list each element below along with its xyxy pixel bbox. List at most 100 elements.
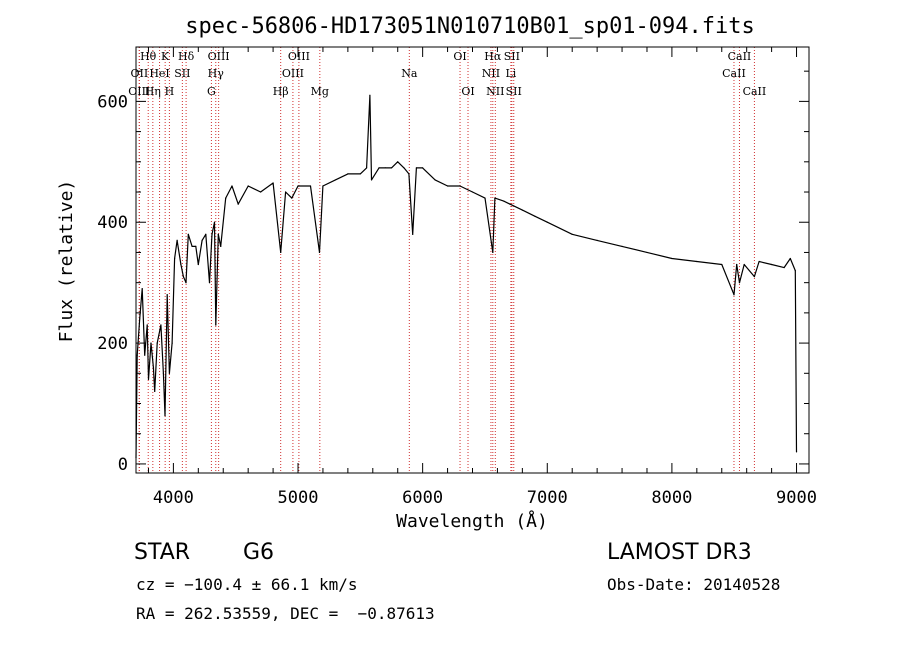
spectrum-point — [434, 179, 436, 181]
spectrum-point — [152, 366, 155, 368]
spectrum-point — [415, 167, 418, 169]
spectrum-point — [596, 239, 598, 241]
x-tick-label: 4000 — [153, 488, 194, 508]
y-tick-label: 400 — [97, 213, 128, 233]
spectrum-point — [176, 239, 178, 241]
line-label: Hδ — [178, 50, 195, 63]
spectrum-point — [260, 191, 262, 193]
spectrum-point — [446, 185, 449, 187]
line-label: SII — [504, 50, 520, 63]
x-tick-label: 7000 — [527, 488, 568, 508]
spectrum-point — [164, 414, 166, 417]
spectrum-point — [213, 221, 216, 223]
spectrum-layer — [135, 94, 798, 459]
line-label: CaII — [722, 67, 746, 80]
line-label: OIII — [128, 85, 150, 98]
object-subclass: G6 — [243, 540, 275, 565]
spectrum-point — [403, 167, 405, 169]
spectrum-point — [412, 233, 414, 235]
line-label: NII — [482, 67, 500, 80]
spectrum-point — [571, 233, 573, 235]
spectrum-point — [182, 276, 184, 278]
x-tick-label: 5000 — [278, 488, 319, 508]
line-label: OIII — [208, 50, 230, 63]
line-label: Hβ — [273, 85, 289, 98]
y-axis-label: Flux (relative) — [56, 180, 77, 343]
spectrum-point — [141, 288, 143, 290]
spectrum-point — [484, 197, 486, 199]
spectrum-point — [225, 197, 227, 199]
spectrum-point — [621, 245, 623, 248]
spectrum-point — [309, 185, 312, 187]
spectrum-point — [191, 245, 193, 248]
spectrum-point — [369, 94, 371, 96]
survey-name: LAMOST DR3 — [607, 540, 752, 565]
line-label: SII — [174, 67, 190, 80]
spectrum-point — [180, 263, 182, 266]
spectrum-point — [168, 372, 171, 374]
spectrum-point — [318, 251, 321, 254]
y-axis-ticks: 0 200 400 600 — [97, 70, 809, 475]
spectrum-point — [171, 342, 173, 344]
x-tick-label: 8000 — [651, 488, 692, 508]
spectrum-point — [390, 167, 393, 169]
spectrum-point — [247, 185, 249, 187]
spectrum-point — [205, 233, 207, 235]
spectrum-point — [738, 282, 741, 284]
spectrum-point — [144, 354, 146, 356]
spectrum-point — [696, 260, 698, 263]
spectrum-point — [794, 269, 796, 272]
line-label: G — [207, 85, 216, 98]
spectrum-point — [146, 324, 148, 326]
line-label: Li — [505, 67, 516, 80]
line-label: CaII — [743, 85, 767, 98]
spectrum-point — [160, 324, 162, 326]
spectrum-point — [215, 324, 217, 326]
x-tick-label: 9000 — [776, 488, 817, 508]
spectrum-point — [154, 390, 156, 393]
line-label: K — [161, 50, 170, 63]
spectrum-point — [217, 233, 219, 235]
spectrum-point — [459, 185, 461, 187]
observation-date: Obs-Date: 20140528 — [607, 575, 781, 594]
spectrum-point — [733, 294, 735, 296]
spectrum-point — [384, 167, 386, 169]
line-label: Hγ — [208, 67, 225, 80]
line-label: OIII — [288, 50, 310, 63]
line-label: OII — [131, 67, 149, 80]
spectrum-point — [237, 203, 239, 205]
spectrum-point — [646, 251, 648, 254]
plot-frame — [135, 46, 810, 474]
y-tick-label: 200 — [97, 334, 128, 354]
spectrum-point — [534, 215, 536, 217]
spectrum-point — [291, 197, 293, 199]
spectrum-point — [297, 185, 299, 187]
line-label: Na — [401, 67, 418, 80]
spectrum-point — [546, 221, 548, 223]
line-label: H — [165, 85, 175, 98]
spectrum-point — [139, 318, 141, 320]
spectrum-point — [397, 161, 399, 163]
spectrum-point — [280, 251, 282, 254]
spectrum-point — [743, 263, 745, 266]
spectrum-point — [166, 294, 168, 296]
spectrum-point — [795, 451, 798, 453]
spectrum-point — [185, 282, 187, 284]
spectrum-point — [736, 263, 738, 266]
spectrum-point — [136, 354, 138, 356]
spectrum-point — [231, 185, 233, 187]
spectrum-point — [365, 167, 368, 169]
spectrum-line — [135, 94, 798, 458]
x-axis-ticks: 4000 5000 6000 7000 8000 9000 — [147, 47, 817, 508]
spectrum-point — [758, 260, 760, 263]
spectrum-point — [378, 167, 380, 169]
spectrum-point — [195, 245, 197, 248]
spectrum-point — [220, 245, 222, 248]
line-label: Hη — [145, 85, 161, 98]
line-label: OIII — [282, 67, 304, 80]
spectrum-point — [201, 239, 203, 241]
spectrum-point — [492, 251, 494, 254]
spectrum-point — [370, 179, 373, 181]
spectrum-point — [347, 173, 349, 175]
line-label: Mg — [311, 85, 329, 98]
